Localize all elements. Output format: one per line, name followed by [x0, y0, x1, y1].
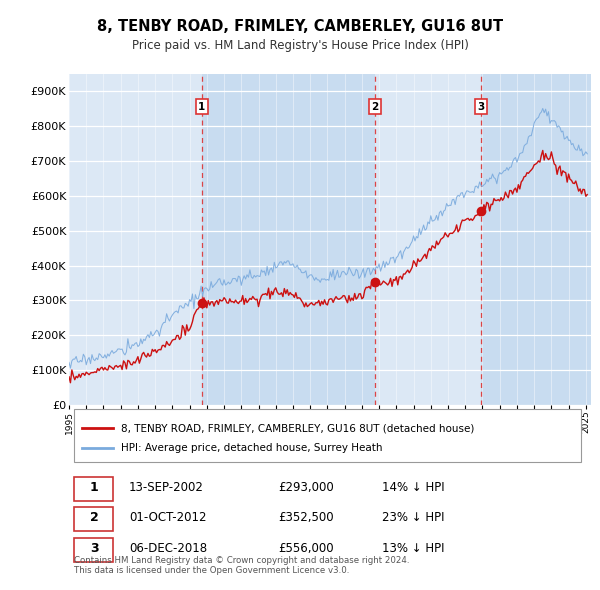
Text: 23% ↓ HPI: 23% ↓ HPI — [382, 512, 445, 525]
Text: Contains HM Land Registry data © Crown copyright and database right 2024.
This d: Contains HM Land Registry data © Crown c… — [74, 556, 410, 575]
Bar — [375, 74, 481, 405]
Text: HPI: Average price, detached house, Surrey Heath: HPI: Average price, detached house, Surr… — [121, 443, 383, 453]
Text: 14% ↓ HPI: 14% ↓ HPI — [382, 481, 445, 494]
Text: 2: 2 — [371, 102, 379, 112]
FancyBboxPatch shape — [74, 537, 113, 562]
Text: 3: 3 — [478, 102, 485, 112]
FancyBboxPatch shape — [74, 409, 581, 463]
FancyBboxPatch shape — [74, 477, 113, 501]
Text: 1: 1 — [198, 102, 205, 112]
Bar — [481, 74, 591, 405]
Text: 2: 2 — [89, 512, 98, 525]
Text: 8, TENBY ROAD, FRIMLEY, CAMBERLEY, GU16 8UT (detached house): 8, TENBY ROAD, FRIMLEY, CAMBERLEY, GU16 … — [121, 423, 475, 433]
Text: 06-DEC-2018: 06-DEC-2018 — [129, 542, 207, 555]
Text: £556,000: £556,000 — [278, 542, 334, 555]
Text: Price paid vs. HM Land Registry's House Price Index (HPI): Price paid vs. HM Land Registry's House … — [131, 39, 469, 52]
Text: 3: 3 — [90, 542, 98, 555]
Text: 8, TENBY ROAD, FRIMLEY, CAMBERLEY, GU16 8UT: 8, TENBY ROAD, FRIMLEY, CAMBERLEY, GU16 … — [97, 19, 503, 34]
Text: 01-OCT-2012: 01-OCT-2012 — [129, 512, 206, 525]
Text: 13% ↓ HPI: 13% ↓ HPI — [382, 542, 445, 555]
Text: 13-SEP-2002: 13-SEP-2002 — [129, 481, 204, 494]
Text: £293,000: £293,000 — [278, 481, 334, 494]
Text: £352,500: £352,500 — [278, 512, 334, 525]
FancyBboxPatch shape — [74, 507, 113, 531]
Bar — [202, 74, 375, 405]
Text: 1: 1 — [89, 481, 98, 494]
